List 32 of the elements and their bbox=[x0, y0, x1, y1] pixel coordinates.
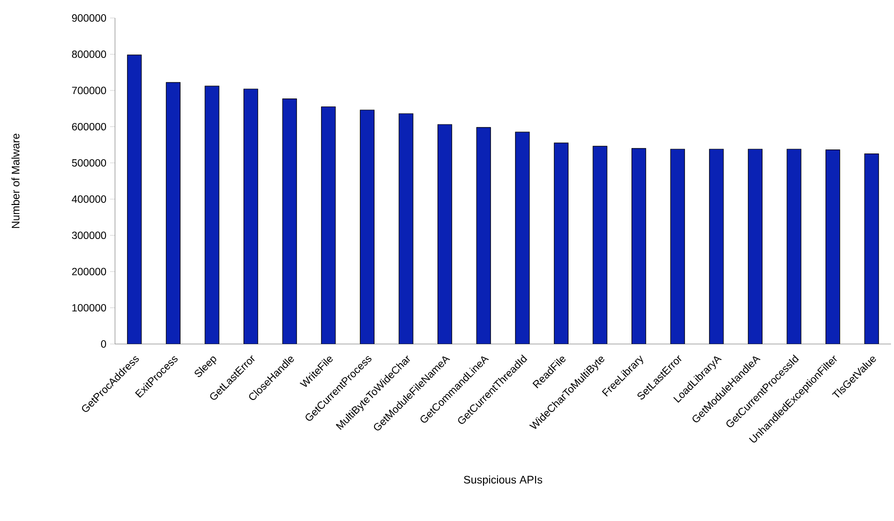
y-tick-label: 500000 bbox=[72, 159, 106, 167]
bar bbox=[166, 82, 180, 344]
bar bbox=[709, 148, 724, 344]
bar bbox=[476, 127, 491, 344]
bar bbox=[748, 148, 763, 344]
bar bbox=[360, 110, 375, 344]
bar bbox=[127, 54, 142, 344]
y-tick-label: 200000 bbox=[72, 268, 106, 276]
bar bbox=[244, 88, 258, 344]
y-tick-label: 900000 bbox=[72, 14, 106, 22]
bar bbox=[864, 154, 879, 344]
bar bbox=[321, 106, 336, 344]
y-tick-label: 100000 bbox=[72, 304, 106, 312]
bar bbox=[786, 148, 802, 344]
x-axis-title: Suspicious APIs bbox=[464, 476, 542, 486]
bar bbox=[554, 142, 569, 344]
bar bbox=[670, 148, 685, 344]
y-axis-title: Number of Malware bbox=[11, 134, 20, 228]
bar bbox=[204, 86, 220, 344]
y-tick-label: 800000 bbox=[72, 50, 106, 58]
y-tick-label: 0 bbox=[101, 340, 106, 348]
y-tick-label: 700000 bbox=[72, 86, 106, 94]
y-tick-label: 300000 bbox=[72, 232, 106, 240]
bar bbox=[515, 132, 530, 344]
y-tick-label: 600000 bbox=[72, 122, 106, 130]
bar bbox=[632, 148, 646, 344]
bar bbox=[398, 113, 414, 344]
bar bbox=[282, 98, 297, 344]
bar bbox=[438, 124, 452, 344]
bar bbox=[826, 150, 840, 344]
y-tick-label: 400000 bbox=[72, 195, 106, 203]
bar bbox=[592, 146, 608, 344]
